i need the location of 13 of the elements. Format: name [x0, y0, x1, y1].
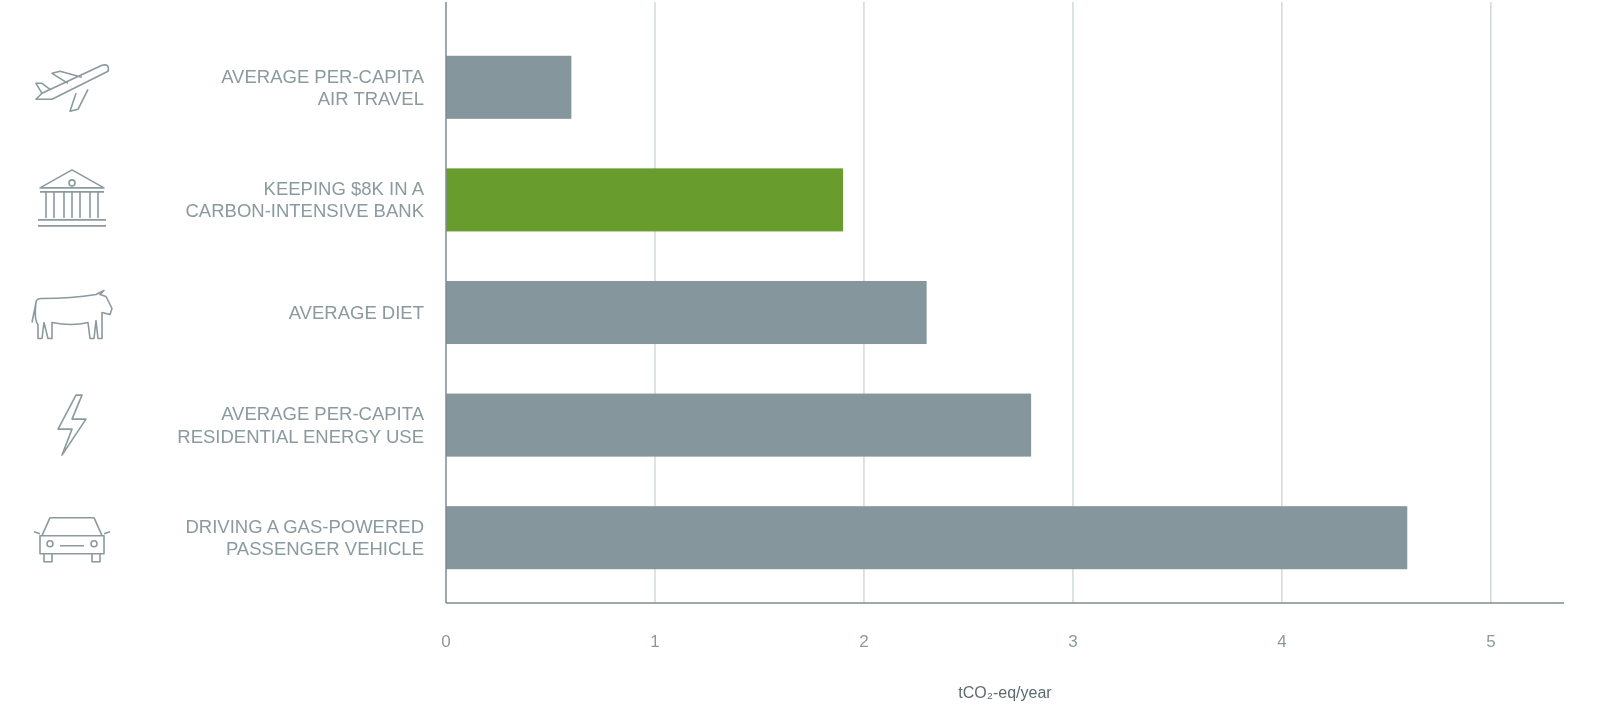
y-tick-label: DRIVING A GAS-POWERED PASSENGER VEHICLE — [185, 516, 424, 560]
x-tick-label: 0 — [441, 632, 451, 651]
y-tick-label: AVERAGE PER-CAPITA AIR TRAVEL — [221, 65, 425, 109]
x-tick-label: 3 — [1068, 632, 1078, 651]
x-tick-label: 5 — [1486, 632, 1496, 651]
y-tick-label: KEEPING $8K IN A CARBON-INTENSIVE BANK — [185, 178, 425, 222]
x-tick-label: 1 — [650, 632, 660, 651]
x-axis-title: tCO₂-eq/year — [958, 684, 1053, 701]
y-tick-label: AVERAGE DIET — [288, 301, 424, 323]
bar — [446, 168, 844, 232]
x-tick-label: 4 — [1277, 632, 1287, 651]
x-tick-label: 2 — [859, 632, 869, 651]
y-tick-label: AVERAGE PER-CAPITA RESIDENTIAL ENERGY USE — [177, 403, 425, 447]
